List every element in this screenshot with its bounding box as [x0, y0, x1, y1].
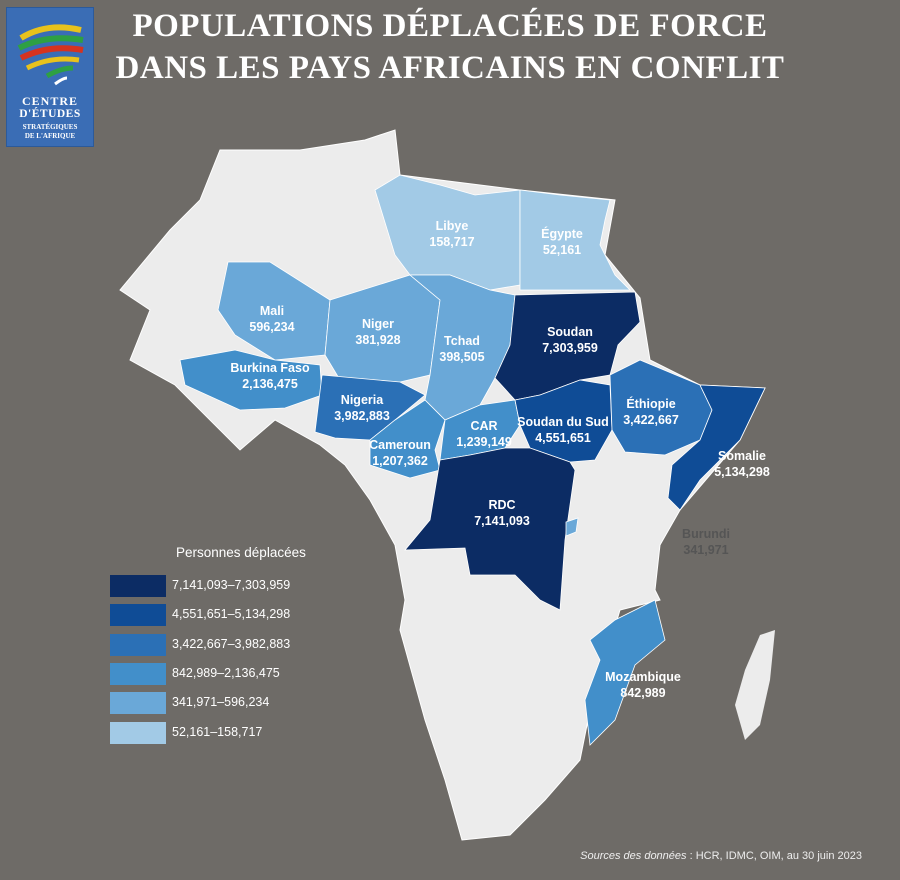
legend-label-3: 3,422,667–3,982,883	[172, 637, 291, 651]
label-mozambique: Mozambique 842,989	[605, 669, 681, 701]
label-egypte-name: Égypte	[541, 227, 583, 241]
legend-title: Personnes déplacées	[176, 545, 306, 560]
label-car-name: CAR	[470, 419, 498, 433]
logo-text-4: DE L'AFRIQUE	[24, 132, 76, 140]
label-ethiopie-name: Éthiopie	[626, 397, 676, 411]
legend-label-6: 52,161–158,717	[172, 725, 263, 739]
region-soudan-sud	[514, 379, 613, 463]
label-burundi: Burundi 341,971	[682, 526, 730, 558]
label-rdc-value: 7,141,093	[474, 514, 530, 528]
source-prefix: Sources des données	[580, 850, 687, 862]
legend-swatch-4	[110, 663, 166, 685]
label-burundi-value: 341,971	[683, 543, 729, 557]
source-note: Sources des données : HCR, IDMC, OIM, au…	[580, 850, 862, 862]
legend-swatch-2	[110, 604, 166, 626]
label-somalie-name: Somalie	[718, 449, 766, 463]
label-mali-value: 596,234	[249, 320, 295, 334]
legend-label-1: 7,141,093–7,303,959	[172, 578, 291, 592]
label-libye-name: Libye	[435, 219, 469, 233]
label-soudan-du-sud: Soudan du Sud 4,551,651	[517, 414, 609, 446]
logo-africa-emblem	[17, 24, 84, 86]
label-rdc: RDC 7,141,093	[474, 497, 530, 529]
label-ethiopie: Éthiopie 3,422,667	[623, 396, 679, 428]
label-burkina-faso-value: 2,136,475	[242, 377, 298, 391]
label-cameroun: Cameroun 1,207,362	[369, 437, 431, 469]
label-burkina-faso-name: Burkina Faso	[230, 361, 310, 375]
label-mozambique-value: 842,989	[620, 686, 666, 700]
label-niger-value: 381,928	[355, 333, 401, 347]
label-libye-value: 158,717	[429, 235, 475, 249]
label-cameroun-name: Cameroun	[369, 438, 431, 452]
region-burundi	[565, 517, 579, 537]
label-soudan-du-sud-name: Soudan du Sud	[517, 415, 609, 429]
legend-label-4: 842,989–2,136,475	[172, 666, 280, 680]
legend-label-2: 4,551,651–5,134,298	[172, 607, 291, 621]
label-egypte-value: 52,161	[542, 243, 582, 257]
region-tchad	[408, 274, 516, 421]
label-niger: Niger 381,928	[355, 316, 400, 348]
label-egypte: Égypte 52,161	[541, 226, 583, 258]
label-somalie: Somalie 5,134,298	[714, 448, 770, 480]
label-car: CAR 1,239,149	[456, 418, 512, 450]
legend-swatch-1	[110, 575, 166, 597]
label-soudan-du-sud-value: 4,551,651	[535, 431, 591, 445]
label-burkina-faso: Burkina Faso 2,136,475	[230, 360, 309, 392]
logo-text-1: CENTRE	[21, 94, 78, 108]
label-nigeria: Nigeria 3,982,883	[334, 392, 390, 424]
region-somalie	[667, 384, 766, 511]
label-soudan-value: 7,303,959	[542, 341, 598, 355]
label-car-value: 1,239,149	[456, 435, 512, 449]
region-mali	[217, 261, 331, 361]
label-tchad: Tchad 398,505	[439, 333, 484, 365]
label-somalie-value: 5,134,298	[714, 465, 770, 479]
label-rdc-name: RDC	[488, 498, 516, 512]
label-niger-name: Niger	[362, 317, 394, 331]
label-burundi-name: Burundi	[682, 527, 730, 541]
legend-swatch-3	[110, 634, 166, 656]
legend-swatch-6	[110, 722, 166, 744]
title-line-1: POPULATIONS DÉPLACÉES DE FORCE	[132, 8, 768, 44]
label-mali-name: Mali	[259, 304, 285, 318]
label-tchad-name: Tchad	[444, 334, 480, 348]
label-libye: Libye 158,717	[429, 218, 474, 250]
title-line-2: DANS LES PAYS AFRICAINS EN CONFLIT	[115, 50, 785, 86]
region-egypte	[519, 189, 631, 291]
source-text: : HCR, IDMC, OIM, au 30 juin 2023	[686, 850, 862, 862]
label-soudan: Soudan 7,303,959	[542, 324, 598, 356]
logo-text-2: D'ÉTUDES	[19, 108, 81, 120]
label-nigeria-name: Nigeria	[340, 393, 384, 407]
legend-swatch-5	[110, 692, 166, 714]
region-rdc	[404, 447, 576, 611]
label-ethiopie-value: 3,422,667	[623, 413, 679, 427]
label-mali: Mali 596,234	[249, 303, 294, 335]
label-tchad-value: 398,505	[439, 350, 485, 364]
logo: CENTRE D'ÉTUDES STRATÉGIQUES DE L'AFRIQU…	[6, 7, 94, 147]
region-mozambique	[584, 599, 666, 746]
legend-label-5: 341,971–596,234	[172, 695, 270, 709]
label-mozambique-name: Mozambique	[605, 670, 681, 684]
label-soudan-name: Soudan	[547, 325, 593, 339]
label-cameroun-value: 1,207,362	[372, 454, 428, 468]
logo-text-3: STRATÉGIQUES	[22, 123, 78, 131]
label-nigeria-value: 3,982,883	[334, 409, 390, 423]
madagascar	[735, 630, 775, 740]
